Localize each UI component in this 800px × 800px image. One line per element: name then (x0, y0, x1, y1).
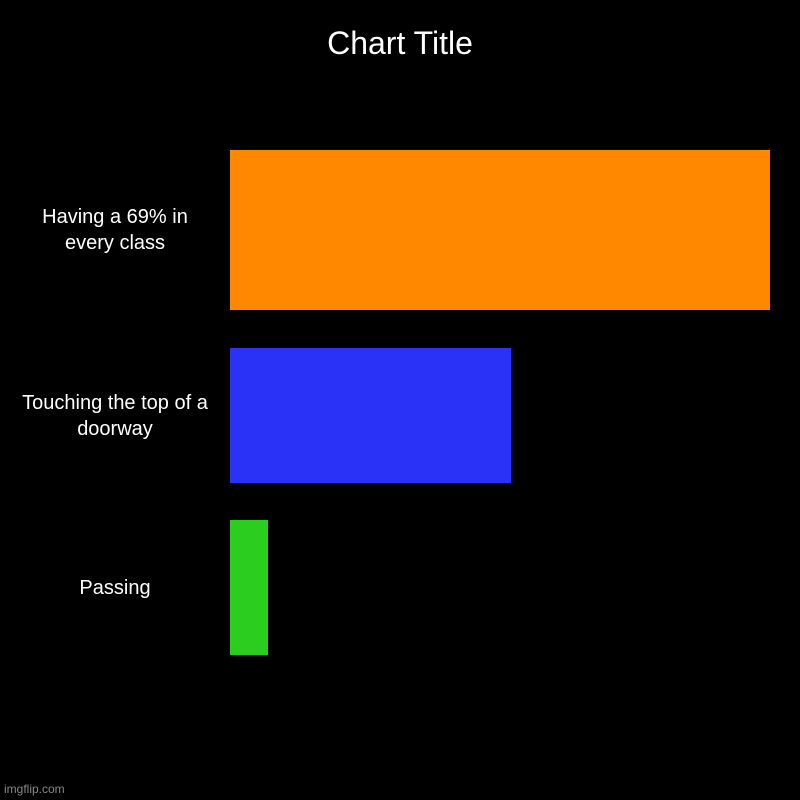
bar-container (230, 150, 800, 310)
bar-label: Passing (0, 575, 230, 601)
bar-container (230, 348, 800, 483)
bar-label: Having a 69% in every class (0, 204, 230, 256)
watermark: imgflip.com (4, 782, 65, 796)
bar-row: Passing (0, 520, 800, 655)
bar-container (230, 520, 800, 655)
chart-area: Having a 69% in every class Touching the … (0, 150, 800, 750)
chart-title: Chart Title (0, 0, 800, 62)
bar (230, 348, 511, 483)
bar-label: Touching the top of a doorway (0, 390, 230, 442)
bar-row: Touching the top of a doorway (0, 348, 800, 483)
bar (230, 520, 268, 655)
bar (230, 150, 770, 310)
bar-row: Having a 69% in every class (0, 150, 800, 310)
